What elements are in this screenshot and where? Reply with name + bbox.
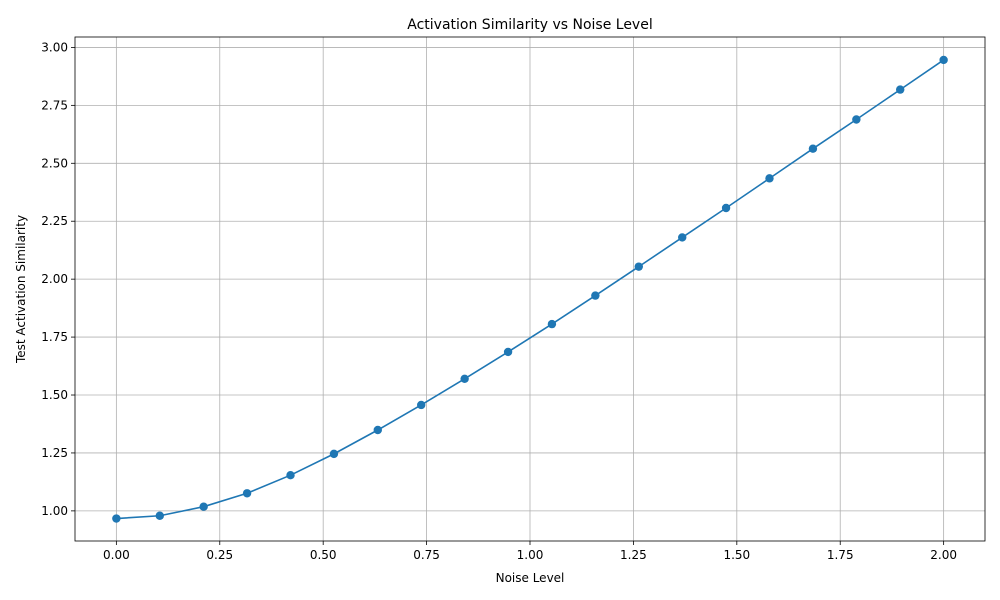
x-tick-label: 0.25 [206,548,233,562]
data-series [112,55,948,523]
x-tick-label: 1.00 [517,548,544,562]
chart-title: Activation Similarity vs Noise Level [407,17,652,33]
data-point [199,502,208,511]
y-axis-label: Test Activation Similarity [14,215,28,364]
x-tick-label: 0.00 [103,548,130,562]
axis-ticks: 0.00 0.25 0.50 0.75 1.00 1.25 1.50 1.75 2.00 1.00… [41,40,957,562]
data-point [286,470,295,480]
x-axis-label: Noise Level [496,571,565,585]
y-tick-label: 2.75 [41,98,68,112]
data-point [373,425,382,435]
data-point [329,449,339,459]
x-tick-label: 0.75 [413,548,440,562]
x-tick-label: 1.75 [827,548,854,562]
data-point [721,203,731,213]
y-tick-label: 1.75 [41,330,68,344]
data-point [242,489,252,498]
x-tick-label: 1.25 [620,548,647,562]
plot-frame [74,36,986,542]
y-tick-label: 1.00 [41,504,68,518]
data-point [852,115,861,124]
data-point [765,174,774,183]
y-tick-label: 2.25 [41,214,68,228]
data-point [591,291,600,300]
series-line [116,59,945,520]
data-point [155,511,164,520]
data-point [417,400,426,410]
data-point [896,85,905,94]
y-tick-label: 2.50 [41,156,68,170]
x-tick-label: 0.50 [310,548,337,562]
x-tick-label: 2.00 [930,548,957,562]
x-tick-label: 1.50 [723,548,750,562]
data-point [460,374,469,383]
y-tick-label: 3.00 [41,40,68,54]
data-point [808,144,818,153]
y-tick-label: 2.00 [41,272,68,286]
data-point [634,262,643,271]
data-point [547,319,557,329]
data-point [678,233,687,242]
data-point [939,55,948,65]
y-tick-label: 1.25 [41,446,68,460]
data-point [503,347,513,357]
y-tick-label: 1.50 [41,388,68,402]
data-point [112,514,121,523]
